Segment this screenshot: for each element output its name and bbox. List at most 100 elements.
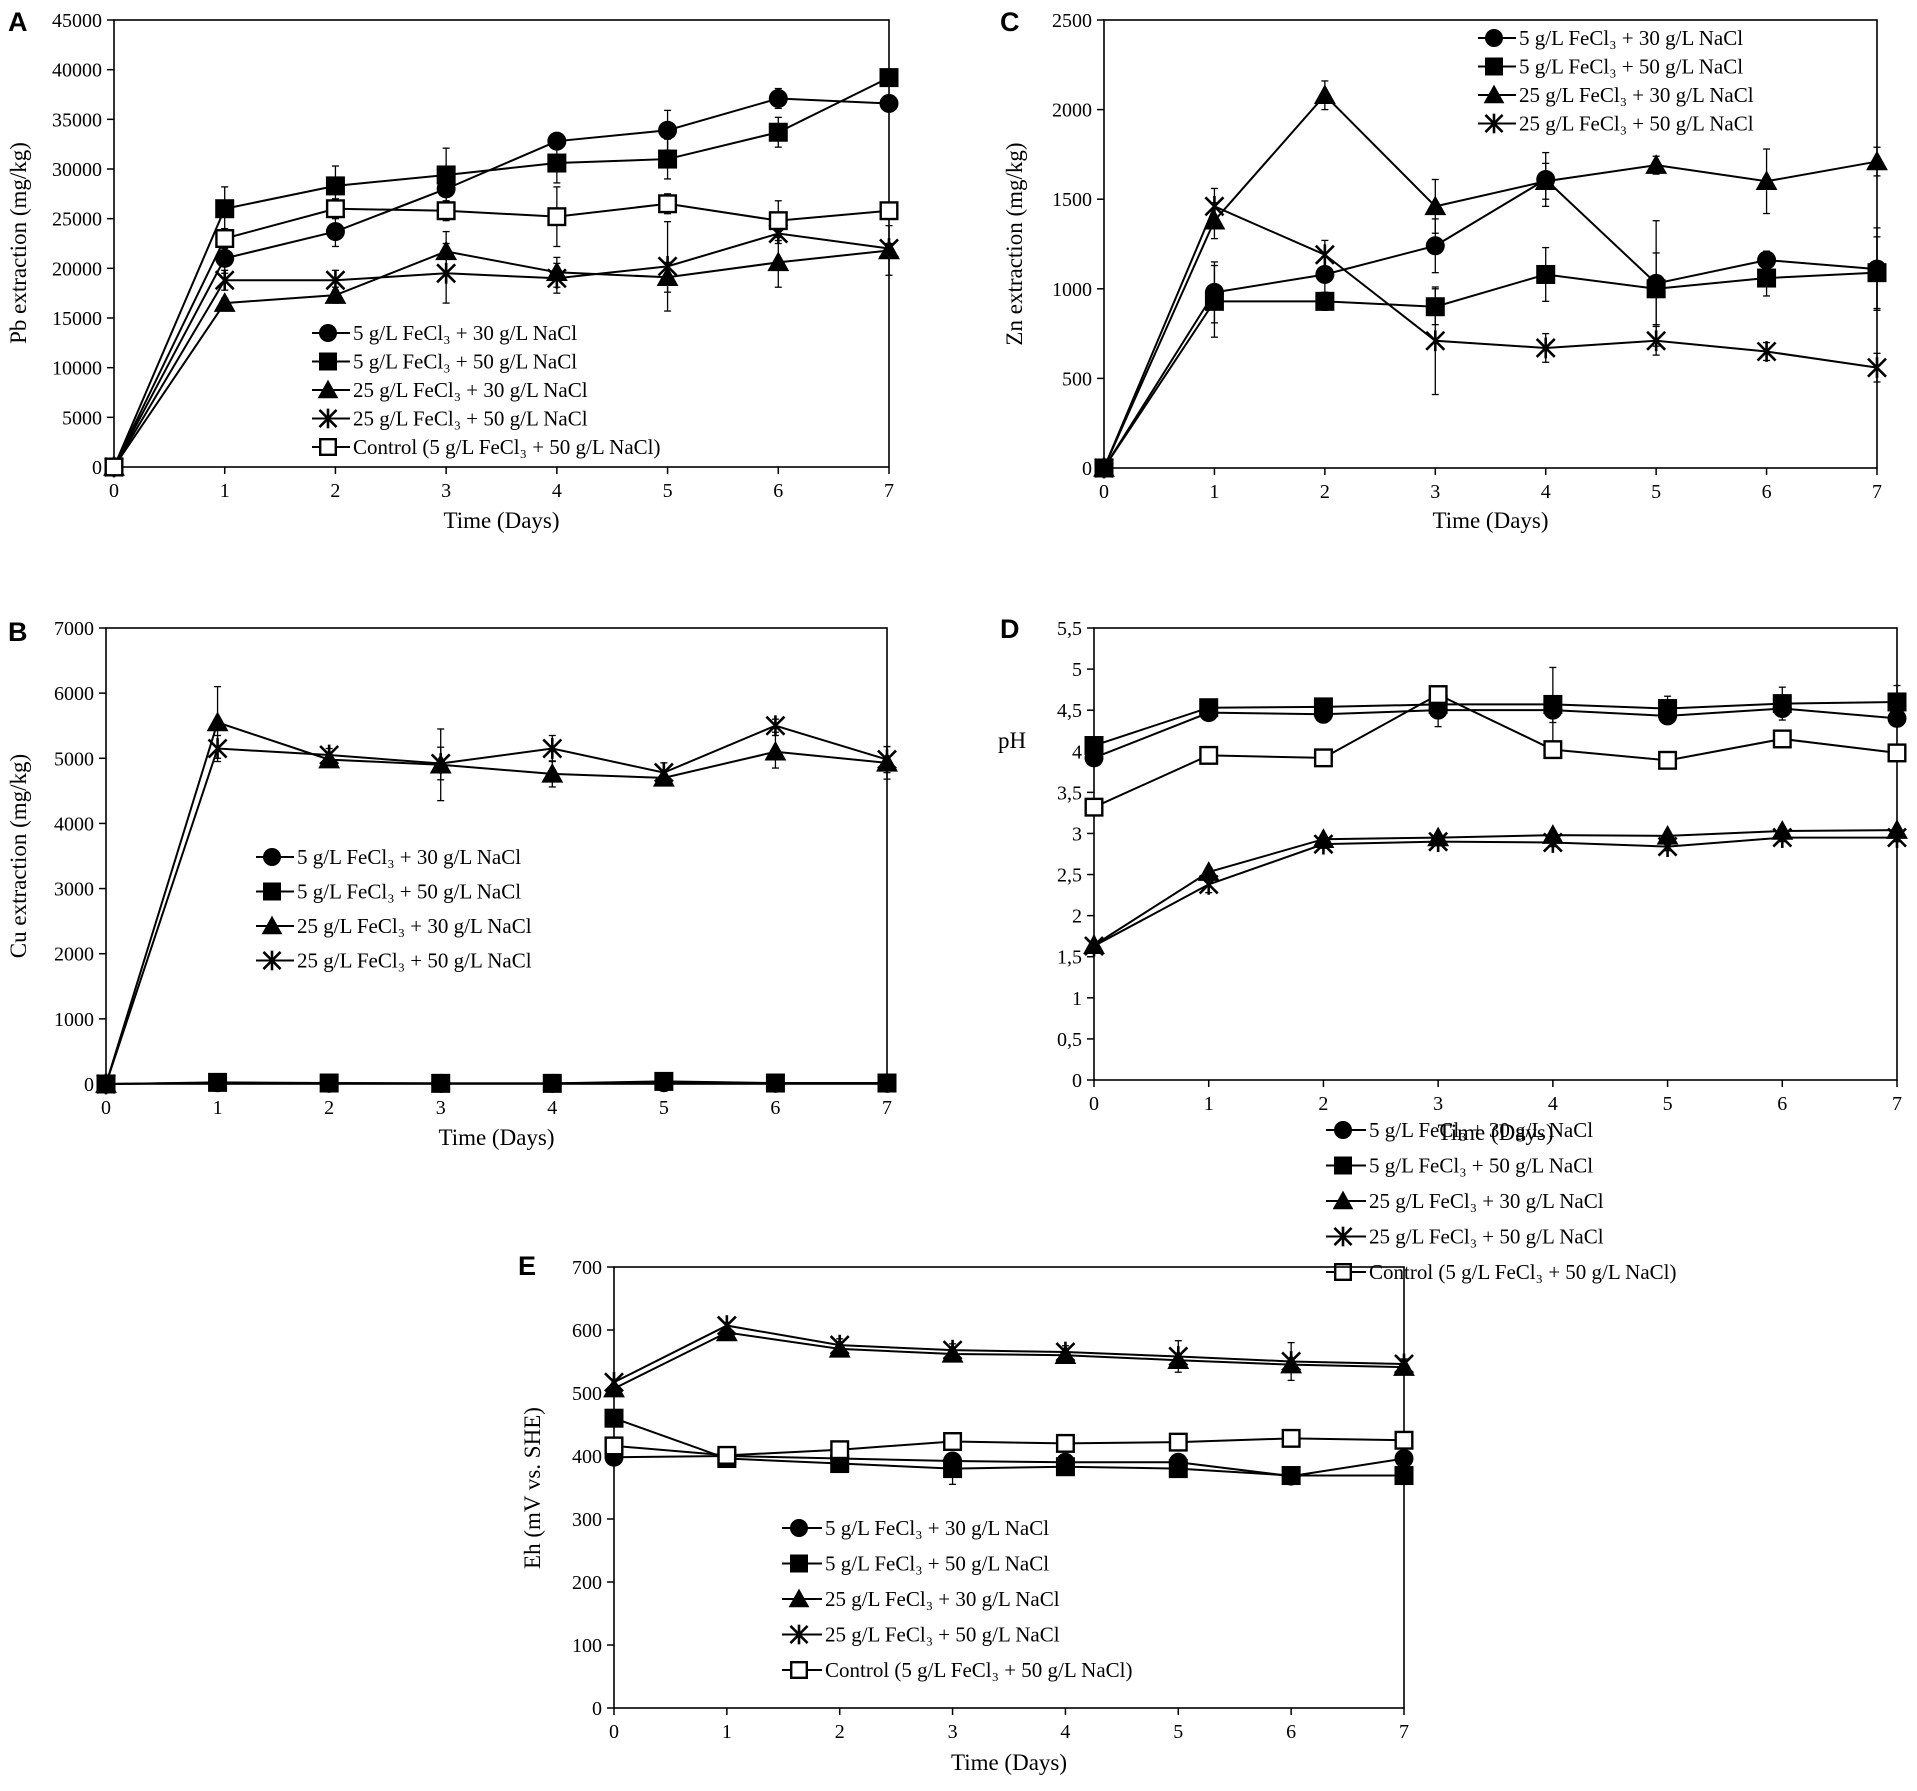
legend-marker-star <box>789 1624 809 1645</box>
y-tick-label: 5000 <box>62 407 102 429</box>
data-point-open-square <box>943 1432 963 1452</box>
data-point-star <box>207 738 228 759</box>
series-line <box>613 1331 1405 1390</box>
legend-label: 25 g/L FeCl₃ + 30 g/L NaCl <box>353 378 588 402</box>
data-point-square <box>1199 698 1219 718</box>
data-point-square <box>1658 699 1678 719</box>
data-point-star <box>1425 330 1446 352</box>
series-line <box>113 232 890 468</box>
legend-label: 5 g/L FeCl₃ + 30 g/L NaCl <box>1519 26 1743 50</box>
x-tick-label: 3 <box>948 1721 958 1743</box>
y-tick-label: 4 <box>1072 741 1082 763</box>
y-tick-label: 0 <box>592 1698 602 1720</box>
x-tick-label: 1 <box>1209 481 1219 503</box>
panel-d-letter: D <box>1000 614 1020 644</box>
legend-label: Control (5 g/L FeCl₃ + 50 g/L NaCl) <box>825 1658 1133 1682</box>
legend-label: 5 g/L FeCl₃ + 30 g/L NaCl <box>825 1516 1049 1540</box>
x-tick-label: 2 <box>1318 1093 1328 1115</box>
data-point-open-square <box>1394 1430 1414 1450</box>
legend-label: 5 g/L FeCl₃ + 50 g/L NaCl <box>297 880 521 904</box>
x-tick-label: 6 <box>1762 481 1772 503</box>
legend-label: 25 g/L FeCl₃ + 30 g/L NaCl <box>825 1587 1060 1611</box>
legend: 5 g/L FeCl₃ + 30 g/L NaCl 5 g/L FeCl₃ + 5… <box>782 1516 1133 1682</box>
data-point-open-square <box>436 201 456 221</box>
data-point-circle <box>1315 264 1335 284</box>
x-tick-label: 1 <box>1204 1093 1214 1115</box>
data-point-star <box>1094 457 1114 479</box>
x-tick-label: 6 <box>773 480 783 502</box>
legend-marker-square <box>1334 1156 1352 1175</box>
x-axis-label: Time (Days) <box>1432 508 1548 533</box>
data-point-square <box>877 1073 897 1093</box>
y-tick-label: 4,5 <box>1057 700 1082 722</box>
legend-marker-star <box>262 950 282 971</box>
legend-label: 5 g/L FeCl₃ + 50 g/L NaCl <box>353 350 577 374</box>
data-point-square <box>542 1073 562 1093</box>
legend: 5 g/L FeCl₃ + 30 g/L NaCl 5 g/L FeCl₃ + 5… <box>1478 26 1754 136</box>
data-point-star <box>1657 836 1678 857</box>
data-point-star <box>1772 827 1793 848</box>
data-point-star <box>1428 831 1449 853</box>
data-point-square <box>879 68 899 88</box>
x-tick-label: 1 <box>220 480 230 502</box>
y-tick-label: 0 <box>84 1074 94 1096</box>
panel-a-chart: A 0 5000 10000 15000 20000 25000 30000 35000 400… <box>6 7 900 533</box>
data-point-open-square <box>658 194 678 214</box>
legend-label: 25 g/L FeCl₃ + 50 g/L NaCl <box>1519 112 1754 136</box>
legend-marker-square <box>790 1554 808 1573</box>
data-point-star <box>657 255 678 277</box>
x-tick-label: 0 <box>109 480 119 502</box>
data-point-square <box>943 1459 963 1479</box>
y-tick-label: 1 <box>1072 988 1082 1010</box>
y-tick-label: 15000 <box>52 308 102 330</box>
legend-marker-square <box>1485 57 1503 76</box>
y-tick-label: 1,5 <box>1057 947 1082 969</box>
data-point-square <box>658 149 678 169</box>
x-tick-label: 4 <box>547 1097 557 1119</box>
legend-marker-square <box>319 352 337 371</box>
series-line <box>1103 93 1878 469</box>
y-tick-label: 300 <box>572 1509 602 1531</box>
y-axis-label: pH <box>998 728 1026 753</box>
x-tick-label: 3 <box>441 480 451 502</box>
y-tick-label: 0 <box>1082 458 1092 480</box>
x-tick-label: 6 <box>770 1097 780 1119</box>
series-4 <box>1094 187 1887 479</box>
data-point-square <box>1055 1457 1075 1477</box>
y-axis-label: Eh (mV vs. SHE) <box>520 1407 545 1569</box>
y-tick-label: 3 <box>1072 823 1082 845</box>
x-tick-label: 3 <box>436 1097 446 1119</box>
data-point-triangle <box>767 251 790 272</box>
y-tick-label: 500 <box>572 1383 602 1405</box>
legend-marker-triangle <box>261 915 283 935</box>
data-point-open-square <box>768 211 788 231</box>
x-tick-label: 2 <box>835 1721 845 1743</box>
data-point-star <box>879 238 899 259</box>
data-point-triangle <box>541 762 564 783</box>
data-point-open-square <box>879 201 899 221</box>
y-axis-label: Pb extraction (mg/kg) <box>6 142 31 344</box>
y-tick-label: 5 <box>1072 659 1082 681</box>
y-tick-label: 700 <box>572 1257 602 1279</box>
legend-marker-star <box>1333 1226 1353 1247</box>
legend-label: Control (5 g/L FeCl₃ + 50 g/L NaCl) <box>353 435 661 459</box>
series-5 <box>604 1428 1414 1465</box>
legend-label: 5 g/L FeCl₃ + 30 g/L NaCl <box>297 845 521 869</box>
plot-frame <box>1093 627 1898 1081</box>
x-axis-label: Time (Days) <box>951 1750 1067 1775</box>
series-line <box>613 1437 1405 1457</box>
y-tick-label: 40000 <box>52 60 102 82</box>
legend-marker-open-square <box>1333 1262 1352 1281</box>
data-point-open-square <box>1055 1433 1075 1453</box>
legend-marker-triangle <box>1483 84 1505 104</box>
data-point-star <box>1887 827 1907 848</box>
x-tick-label: 6 <box>1286 1721 1296 1743</box>
data-point-square <box>325 176 345 196</box>
x-tick-label: 5 <box>1173 1721 1183 1743</box>
y-tick-label: 100 <box>572 1635 602 1657</box>
data-point-open-square <box>547 207 567 227</box>
data-point-square <box>436 165 456 185</box>
x-tick-label: 7 <box>1892 1093 1902 1115</box>
legend-label: 5 g/L FeCl₃ + 50 g/L NaCl <box>825 1552 1049 1576</box>
data-point-open-square <box>717 1445 737 1465</box>
